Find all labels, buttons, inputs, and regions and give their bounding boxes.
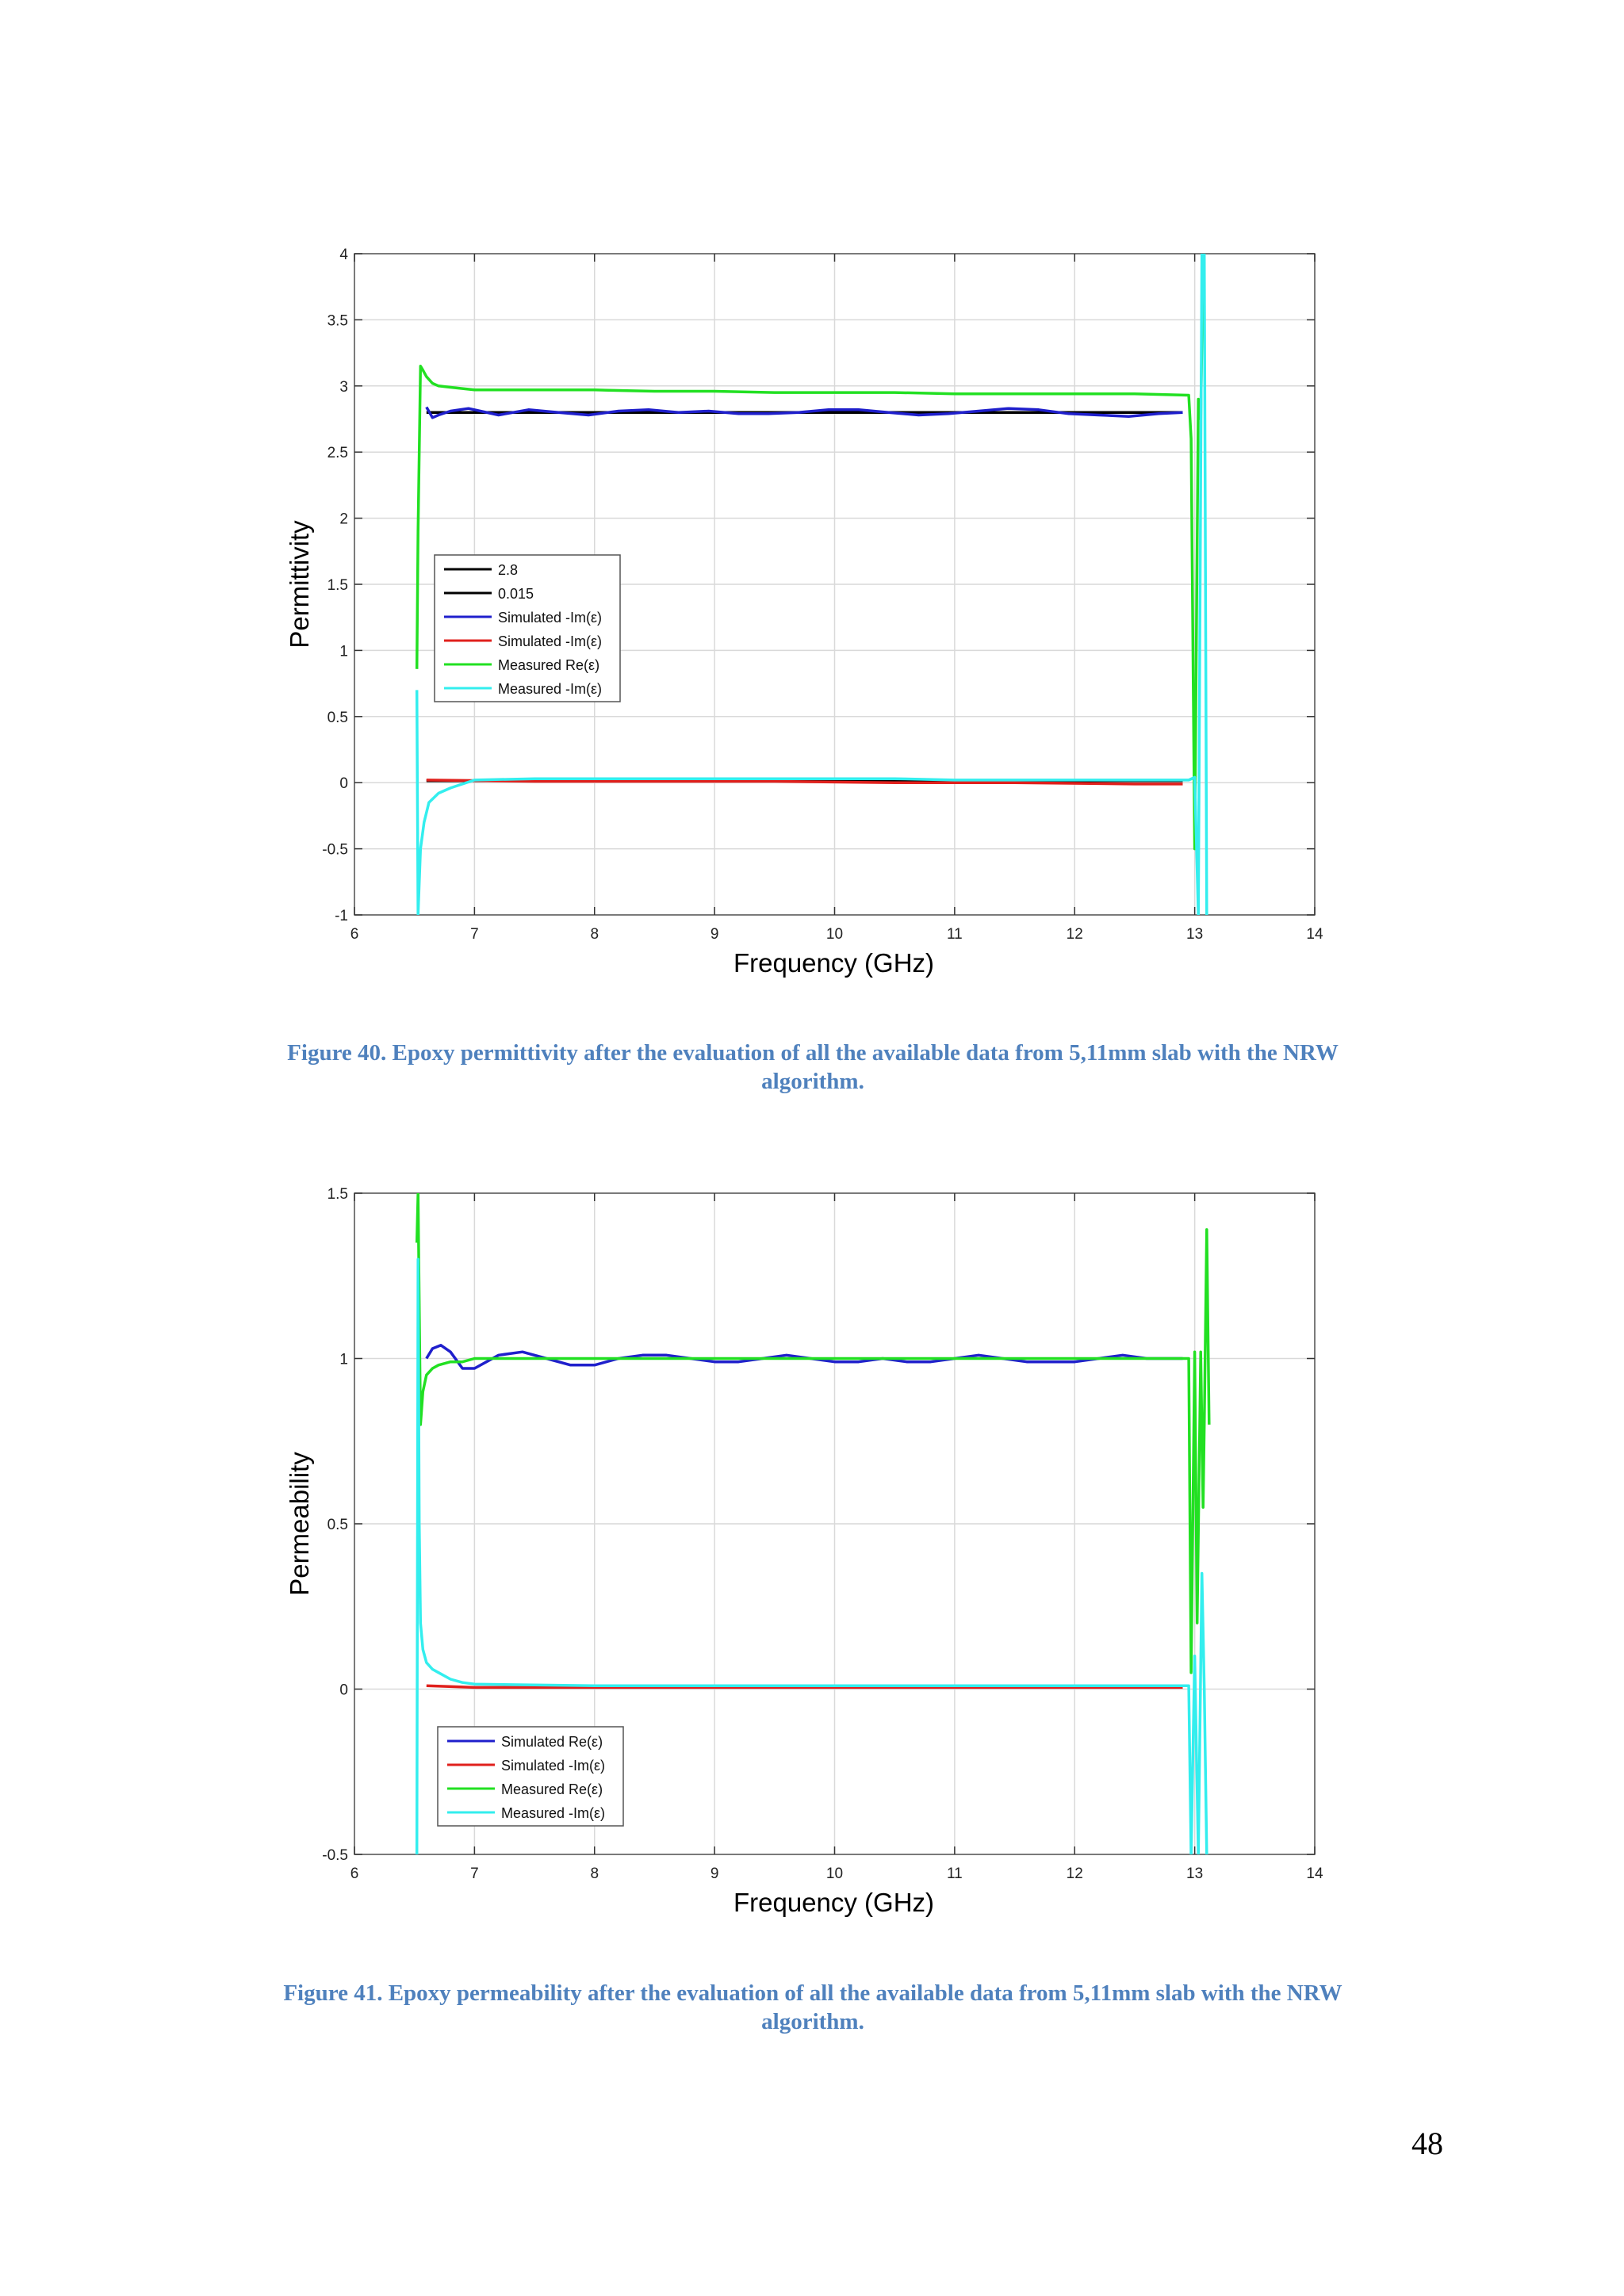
figure-40-caption: Figure 40. Epoxy permittivity after the … — [238, 1039, 1388, 1096]
y-tick-label: 2.5 — [327, 445, 348, 461]
legend-label: Measured -Im(ε) — [498, 681, 602, 697]
series-line-3 — [426, 779, 1183, 786]
legend-label: Simulated -Im(ε) — [498, 633, 602, 649]
legend-label: Simulated Re(ε) — [501, 1734, 603, 1750]
y-tick-label: 0 — [339, 1682, 348, 1699]
x-tick-label: 12 — [1067, 926, 1083, 943]
x-tick-label: 14 — [1306, 926, 1323, 943]
y-tick-label: 2 — [339, 511, 348, 528]
figure-40-caption-line2: algorithm. — [761, 1069, 864, 1094]
x-tick-label: 12 — [1067, 1866, 1083, 1882]
y-tick-label: 1.5 — [327, 577, 348, 594]
legend-box — [434, 554, 621, 702]
figure-40-caption-line1: Figure 40. Epoxy permittivity after the … — [287, 1040, 1339, 1066]
x-tick-label: 6 — [350, 1866, 359, 1882]
permeability-chart: 6 7 8 9 10 11 12 13 14 -0.5 0 0.5 1 1.5 Frequency (GHz… — [285, 1186, 1323, 1917]
y-axis-label: Permeability — [285, 1452, 314, 1596]
x-tick-label: 11 — [947, 926, 963, 943]
x-tick-label: 8 — [590, 926, 599, 943]
x-tick-label: 9 — [710, 926, 719, 943]
y-tick-label: 1 — [339, 1352, 348, 1368]
x-tick-label: 11 — [947, 1866, 963, 1882]
legend-label: Measured Re(ε) — [501, 1781, 603, 1797]
legend-label: Simulated -Im(ε) — [501, 1758, 605, 1774]
y-tick-label: 1.5 — [327, 1186, 348, 1203]
series-line-4 — [415, 254, 1205, 851]
page-number: 48 — [1411, 2126, 1443, 2161]
figure-41-caption-line2: algorithm. — [761, 2009, 864, 2034]
series-line-5 — [415, 254, 1208, 915]
y-axis-label: Permittivity — [285, 520, 314, 649]
y-tick-label: -1 — [335, 908, 348, 924]
x-tick-label: 6 — [350, 926, 359, 943]
legend-label: Measured -Im(ε) — [501, 1805, 605, 1821]
x-axis-label: Frequency (GHz) — [733, 948, 934, 978]
series-line-2 — [415, 1193, 1211, 1674]
y-tick-label: 3.5 — [327, 312, 348, 329]
y-tick-label: 4 — [339, 247, 348, 263]
x-tick-label: 9 — [710, 1866, 719, 1882]
legend-label: Simulated -Im(ε) — [498, 610, 602, 626]
legend-label: Measured Re(ε) — [498, 657, 599, 673]
y-tick-label: 0 — [339, 775, 348, 792]
figure-41-caption: Figure 41. Epoxy permeability after the … — [238, 1979, 1388, 2036]
series-line-2 — [425, 406, 1183, 419]
legend-label: 0.015 — [498, 586, 534, 602]
legend-label: 2.8 — [498, 562, 518, 578]
legend-box — [437, 1726, 624, 1827]
x-tick-label: 14 — [1306, 1866, 1323, 1882]
figure-41-caption-line1: Figure 41. Epoxy permeability after the … — [283, 1980, 1342, 2006]
x-tick-label: 13 — [1186, 1866, 1203, 1882]
permittivity-chart: 6 7 8 9 10 11 12 13 14 -1 -0.5 0 0.5 1 1.5 2 2.5 3 3.5 4 Fre… — [285, 247, 1323, 978]
y-tick-label: -0.5 — [322, 842, 348, 859]
x-tick-label: 10 — [826, 926, 843, 943]
y-tick-label: 1 — [339, 643, 348, 660]
x-tick-label: 10 — [826, 1866, 843, 1882]
series-line-1 — [426, 1684, 1183, 1689]
x-tick-label: 7 — [470, 1866, 479, 1882]
x-axis-label: Frequency (GHz) — [733, 1888, 934, 1917]
y-tick-label: 0.5 — [327, 1517, 348, 1533]
y-tick-label: 0.5 — [327, 710, 348, 726]
y-tick-label: -0.5 — [322, 1847, 348, 1864]
series-line-3 — [415, 1257, 1208, 1854]
x-tick-label: 7 — [470, 926, 479, 943]
x-tick-label: 8 — [590, 1866, 599, 1882]
y-tick-label: 3 — [339, 379, 348, 396]
x-tick-label: 13 — [1186, 926, 1203, 943]
